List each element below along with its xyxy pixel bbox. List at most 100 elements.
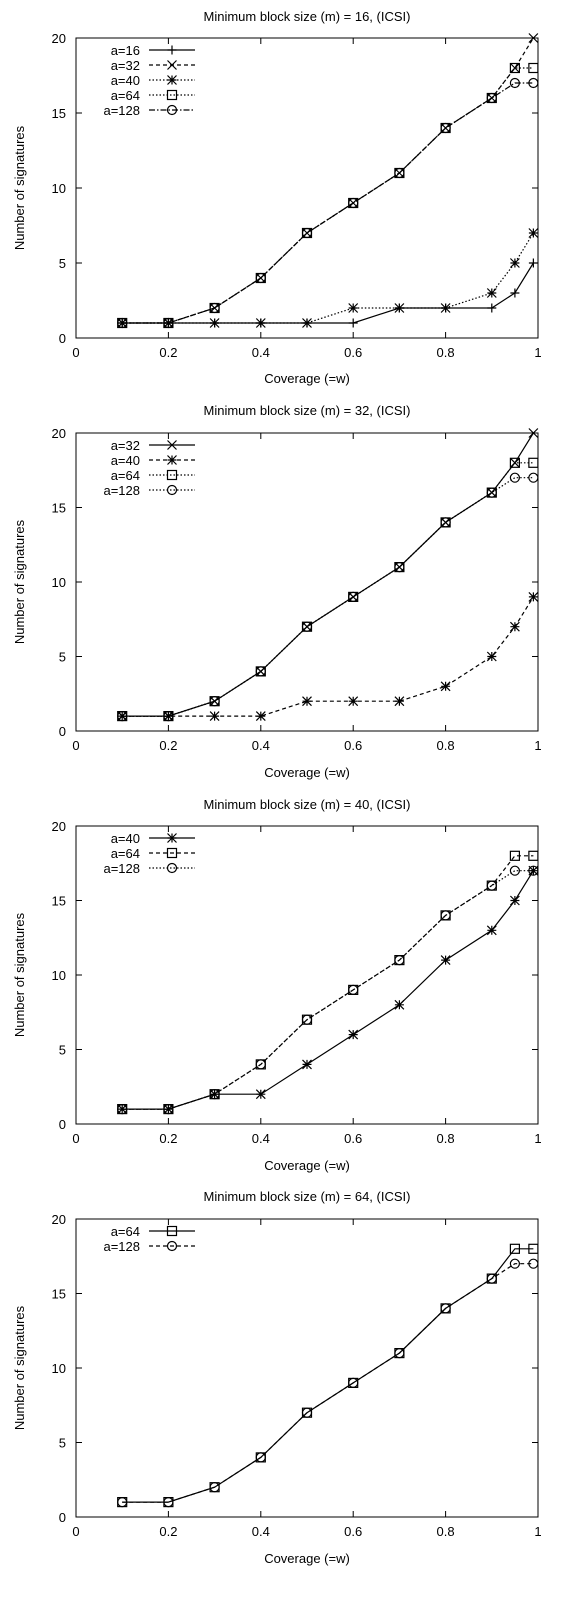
series-a=16 — [117, 258, 538, 328]
marker-stroke — [394, 561, 405, 573]
marker-stroke — [255, 711, 266, 722]
series-line — [122, 596, 534, 717]
x-tick-label: 0.4 — [252, 1131, 270, 1146]
x-tick-label: 0.6 — [344, 1131, 362, 1146]
x-axis-label: Coverage (=w) — [264, 765, 350, 780]
data-point — [440, 303, 451, 313]
legend-label: a=128 — [103, 861, 140, 876]
marker-stroke — [166, 847, 178, 859]
legend-marker — [167, 440, 177, 450]
legend-item: a=64 — [111, 1224, 195, 1239]
legend-label: a=128 — [103, 103, 140, 118]
data-point — [348, 1029, 359, 1040]
legend-label: a=128 — [103, 483, 140, 498]
series-line — [122, 82, 534, 324]
series-line — [122, 477, 534, 717]
marker-stroke — [166, 484, 178, 496]
series-a=128 — [117, 865, 539, 1115]
data-point — [348, 591, 359, 603]
marker-stroke — [301, 227, 313, 239]
data-point — [486, 288, 497, 298]
marker-stroke — [163, 710, 174, 722]
marker-stroke — [166, 862, 178, 874]
data-point — [440, 517, 451, 528]
data-point — [487, 303, 497, 313]
y-axis-label: Number of signatures — [12, 912, 27, 1037]
data-point — [255, 1089, 266, 1100]
y-tick-label: 5 — [59, 256, 66, 271]
data-point — [440, 910, 451, 921]
legend-marker — [166, 1225, 178, 1237]
marker-stroke — [167, 455, 177, 465]
legend-item: a=40 — [111, 73, 195, 88]
data-point — [486, 925, 497, 936]
series-line — [122, 1263, 534, 1503]
data-point — [348, 1377, 359, 1389]
legend-marker — [166, 469, 178, 481]
x-axis-label: Coverage (=w) — [264, 371, 350, 386]
x-tick-label: 0.6 — [344, 345, 362, 360]
marker-stroke — [509, 895, 520, 906]
marker-stroke — [487, 303, 497, 313]
marker-stroke — [528, 33, 539, 43]
data-point — [509, 457, 520, 468]
data-point — [509, 1258, 521, 1269]
legend: a=64a=128 — [103, 1224, 195, 1254]
series-line — [122, 37, 534, 324]
data-point — [394, 303, 405, 313]
marker-stroke — [166, 89, 178, 101]
data-point — [394, 954, 405, 966]
data-point — [209, 711, 220, 722]
data-point — [302, 696, 312, 707]
legend-item: a=128 — [103, 483, 195, 498]
data-point — [209, 696, 220, 707]
marker-stroke — [348, 984, 359, 996]
data-point — [528, 428, 539, 438]
y-tick-label: 0 — [59, 1510, 66, 1525]
marker-stroke — [528, 865, 539, 876]
y-tick-label: 0 — [59, 1117, 66, 1132]
marker-stroke — [163, 1496, 174, 1508]
marker-stroke — [117, 317, 128, 329]
y-tick-label: 15 — [52, 501, 66, 516]
legend-item: a=32 — [111, 438, 195, 453]
marker-stroke — [348, 303, 359, 313]
legend-label: a=64 — [111, 846, 140, 861]
data-point — [117, 1103, 128, 1115]
data-point — [509, 865, 521, 876]
data-point — [348, 696, 359, 707]
x-tick-label: 0.2 — [159, 1131, 177, 1146]
series-a=64 — [117, 62, 539, 329]
series-a=64 — [117, 457, 539, 722]
data-point — [209, 1089, 220, 1100]
marker-stroke — [509, 472, 521, 483]
legend-marker — [167, 833, 177, 843]
series-line — [122, 855, 534, 1110]
data-point — [509, 850, 520, 861]
series-line — [122, 462, 534, 717]
marker-stroke — [163, 317, 174, 329]
legend: a=32a=40a=64a=128 — [103, 438, 195, 498]
chart-title: Minimum block size (m) = 40, (ICSI) — [204, 797, 411, 812]
data-point — [440, 681, 451, 692]
legend-item: a=32 — [111, 58, 195, 73]
series-a=32 — [117, 33, 539, 328]
legend-marker — [166, 1240, 178, 1252]
marker-stroke — [509, 457, 520, 468]
legend-item: a=128 — [103, 861, 195, 876]
data-point — [302, 318, 312, 328]
y-tick-label: 15 — [52, 106, 66, 121]
data-point — [394, 1347, 405, 1359]
marker-stroke — [167, 60, 177, 70]
marker-stroke — [348, 318, 358, 328]
legend-label: a=32 — [111, 58, 140, 73]
marker-stroke — [440, 910, 451, 921]
legend-marker — [166, 847, 178, 859]
x-tick-label: 0.6 — [344, 738, 362, 753]
legend-marker — [166, 862, 178, 874]
data-point — [209, 1482, 220, 1493]
marker-stroke — [255, 318, 266, 328]
data-point — [528, 228, 539, 238]
y-tick-label: 20 — [52, 426, 66, 441]
y-tick-label: 5 — [59, 1043, 66, 1058]
